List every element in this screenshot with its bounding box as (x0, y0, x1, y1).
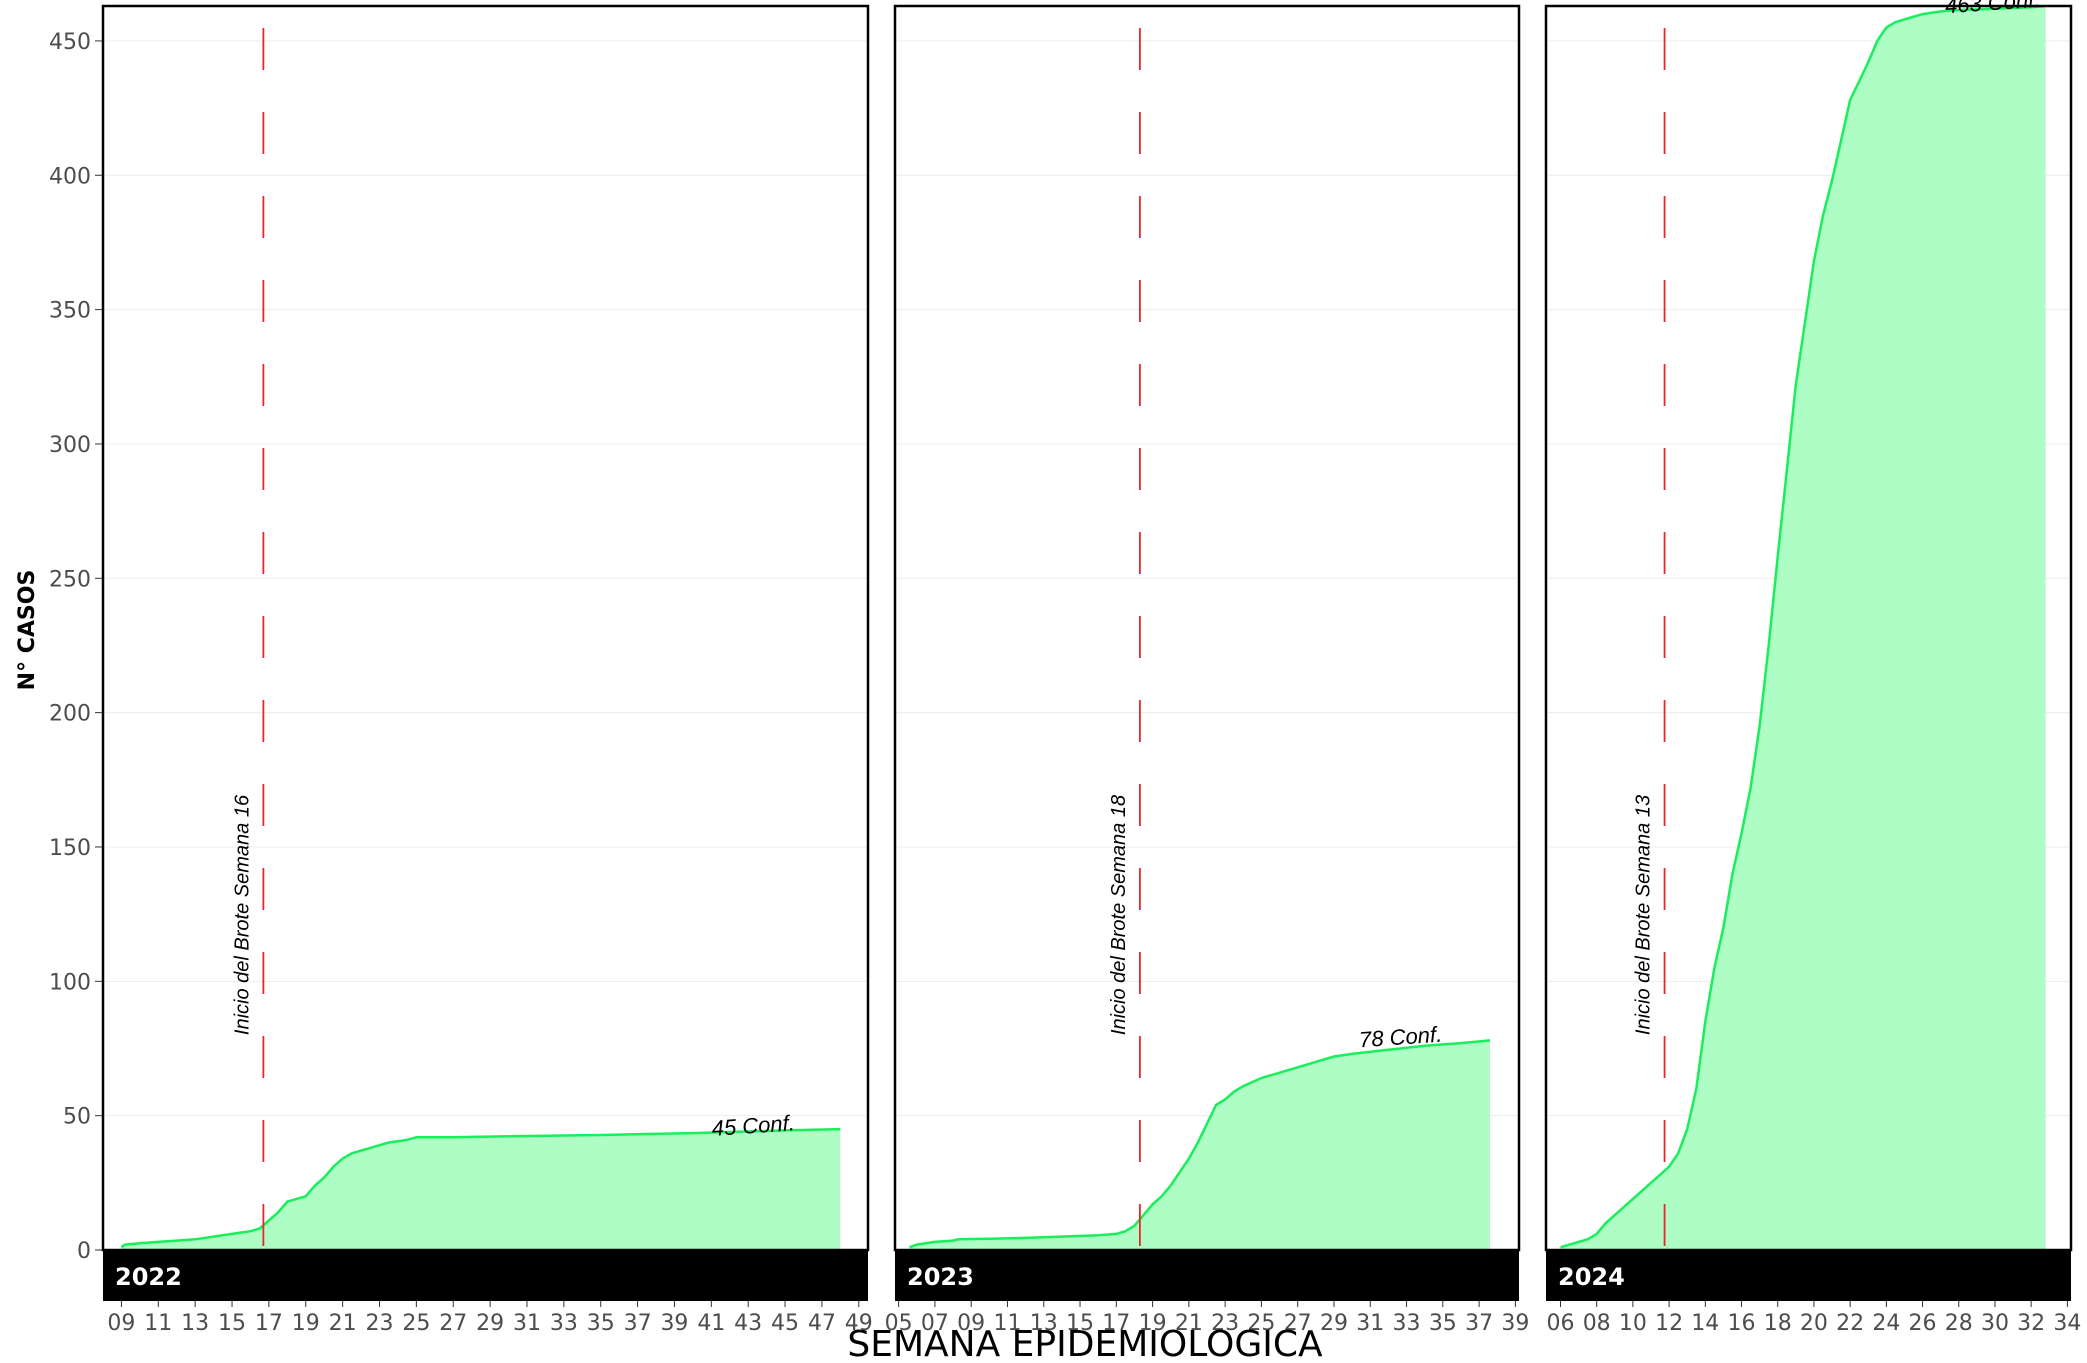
x-tick-label: 31 (513, 1311, 541, 1336)
x-tick-label: 13 (181, 1311, 209, 1336)
x-tick-label: 14 (1691, 1311, 1719, 1336)
final-count-annotation: 78 Conf. (1358, 1022, 1443, 1053)
x-tick-label: 25 (1247, 1311, 1275, 1336)
x-tick-label: 39 (1501, 1311, 1529, 1336)
x-tick-label: 39 (660, 1311, 688, 1336)
x-tick-label: 07 (921, 1311, 949, 1336)
x-tick-label: 23 (1211, 1311, 1239, 1336)
x-tick-label: 41 (697, 1311, 725, 1336)
x-tick-label: 28 (1945, 1311, 1973, 1336)
x-tick-label: 21 (329, 1311, 357, 1336)
x-tick-label: 43 (734, 1311, 762, 1336)
panel-2023: Inicio del Brote Semana 18 78 Conf. 2023 05… (885, 4, 1529, 1336)
x-axis-title: SEMANA EPIDEMIOLOGICA (847, 1324, 1323, 1363)
y-tick-label: 450 (49, 30, 91, 55)
year-strip-label: 2022 (115, 1263, 182, 1291)
x-tick-label: 10 (1619, 1311, 1647, 1336)
x-tick-label: 16 (1728, 1311, 1756, 1336)
x-tick-label: 21 (1175, 1311, 1203, 1336)
cumulative-area-2024 (1560, 6, 2046, 1250)
panel-background (103, 6, 868, 1250)
cumulative-line-2024 (1560, 4, 2046, 1249)
x-tick-label: 47 (808, 1311, 836, 1336)
x-tick-label: 24 (1872, 1311, 1900, 1336)
x-tick-label: 19 (1139, 1311, 1167, 1336)
x-tick-label: 11 (993, 1311, 1021, 1336)
year-strip (1546, 1250, 2071, 1301)
cumulative-area-2023 (909, 1040, 1490, 1250)
cumulative-line-2023 (909, 1039, 1491, 1249)
y-tick-label: 300 (49, 433, 91, 458)
x-tick-label: 35 (1429, 1311, 1457, 1336)
x-tick-label: 49 (845, 1311, 873, 1336)
x-tick-label: 22 (1836, 1311, 1864, 1336)
panel-background (895, 6, 1519, 1250)
final-count-annotation: 45 Conf. (711, 1110, 796, 1141)
x-tick-label: 35 (587, 1311, 615, 1336)
x-tick-label: 17 (1102, 1311, 1130, 1336)
x-tick-label: 11 (144, 1311, 172, 1336)
year-strip (103, 1250, 868, 1301)
panel-2022: Inicio del Brote Semana 16 45 Conf. 2022 09… (101, 4, 873, 1336)
x-tick-label: 45 (771, 1311, 799, 1336)
outbreak-start-label: Inicio del Brote Semana 13 (1633, 795, 1655, 1035)
y-tick-label: 250 (49, 567, 91, 592)
x-tick-label: 33 (550, 1311, 578, 1336)
x-tick-label: 27 (439, 1311, 467, 1336)
y-tick-label: 50 (63, 1105, 91, 1130)
x-tick-label: 32 (2017, 1311, 2045, 1336)
x-tick-label: 33 (1393, 1311, 1421, 1336)
x-tick-label: 29 (476, 1311, 504, 1336)
x-tick-label: 09 (957, 1311, 985, 1336)
y-tick-label: 150 (49, 836, 91, 861)
x-tick-label: 06 (1546, 1311, 1574, 1336)
x-tick-label: 26 (1909, 1311, 1937, 1336)
x-tick-label: 34 (2053, 1311, 2081, 1336)
x-tick-label: 13 (1030, 1311, 1058, 1336)
x-tick-label: 23 (366, 1311, 394, 1336)
outbreak-start-label: Inicio del Brote Semana 18 (1108, 795, 1130, 1035)
year-strip-label: 2024 (1558, 1263, 1625, 1291)
y-tick-label: 400 (49, 164, 91, 189)
x-tick-label: 31 (1356, 1311, 1384, 1336)
x-tick-label: 08 (1583, 1311, 1611, 1336)
y-tick-label: 350 (49, 299, 91, 324)
y-tick-label: 200 (49, 702, 91, 727)
x-tick-label: 12 (1655, 1311, 1683, 1336)
x-tick-label: 15 (1066, 1311, 1094, 1336)
x-tick-label: 09 (107, 1311, 135, 1336)
x-tick-label: 37 (1465, 1311, 1493, 1336)
cumulative-line-2022 (120, 1127, 841, 1249)
y-axis-title: N° CASOS (15, 570, 40, 691)
x-tick-label: 15 (218, 1311, 246, 1336)
x-tick-label: 37 (624, 1311, 652, 1336)
y-tick-label: 0 (77, 1239, 91, 1264)
y-tick-label: 100 (49, 970, 91, 995)
cumulative-area-2022 (121, 1129, 841, 1250)
outbreak-start-label: Inicio del Brote Semana 16 (231, 794, 253, 1035)
x-tick-label: 27 (1284, 1311, 1312, 1336)
y-axis: 0 50 100 150 200 250 300 350 400 450 (49, 30, 102, 1264)
year-strip (895, 1250, 1519, 1301)
x-tick-label: 18 (1764, 1311, 1792, 1336)
x-tick-label: 19 (292, 1311, 320, 1336)
x-tick-label: 29 (1320, 1311, 1348, 1336)
x-tick-label: 05 (885, 1311, 913, 1336)
x-tick-label: 25 (402, 1311, 430, 1336)
year-strip-label: 2023 (907, 1263, 974, 1291)
x-tick-label: 20 (1800, 1311, 1828, 1336)
x-tick-label: 30 (1981, 1311, 2009, 1336)
x-tick-label: 17 (255, 1311, 283, 1336)
